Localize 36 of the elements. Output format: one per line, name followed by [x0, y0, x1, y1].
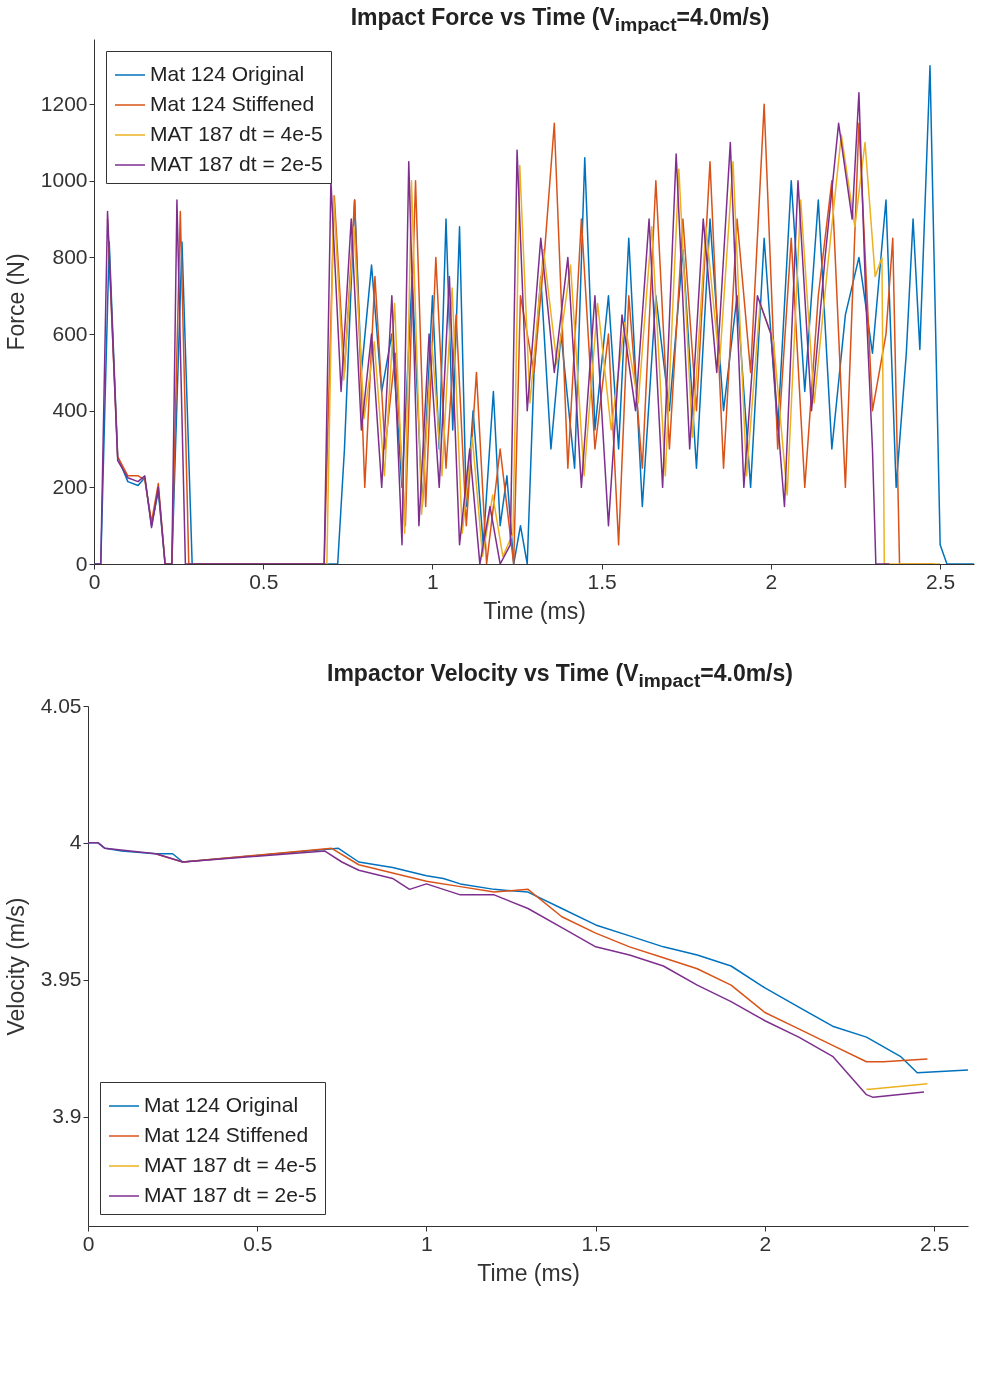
legend-label: Mat 124 Original [150, 62, 305, 85]
y-tick-label: 3.9 [52, 1104, 82, 1128]
y-axis-title: Force (N) [2, 253, 29, 351]
x-tick-label: 1 [427, 569, 439, 593]
x-axis-title: Time (ms) [477, 1259, 580, 1286]
x-tick-label: 2 [765, 569, 778, 593]
y-tick-label: 200 [52, 474, 88, 498]
x-tick-label: 1.5 [587, 569, 617, 593]
y-tick-label: 800 [52, 244, 88, 268]
legend-label: Mat 124 Stiffened [150, 92, 315, 115]
y-tick-label: 1000 [40, 168, 88, 192]
x-tick-label: 1 [421, 1231, 433, 1255]
legend-label: Mat 124 Stiffened [144, 1123, 309, 1146]
x-tick-label: 1.5 [581, 1231, 611, 1255]
line-series [326, 134, 941, 564]
y-tick-label: 400 [52, 398, 88, 422]
x-tick-label: 2 [759, 1231, 772, 1255]
y-axis-title: Velocity (m/s) [2, 897, 29, 1036]
y-tick-label: 4 [69, 830, 82, 854]
legend-label: MAT 187 dt = 2e-5 [144, 1183, 317, 1206]
legend-label: Mat 124 Original [144, 1093, 299, 1116]
x-tick-label: 2.5 [920, 1231, 950, 1255]
x-tick-label: 0.5 [249, 569, 279, 593]
y-tick-label: 3.95 [40, 967, 82, 991]
x-axis-title: Time (ms) [483, 597, 586, 624]
chart-title: Impact Force vs Time (V$_{impact}$=4.0m/s) [349, 3, 771, 35]
y-tick-label: 600 [52, 321, 88, 345]
x-tick-label: 2.5 [926, 569, 956, 593]
x-tick-label: 0.5 [243, 1231, 273, 1255]
legend-label: MAT 187 dt = 4e-5 [144, 1153, 317, 1176]
y-tick-label: 4.05 [40, 693, 82, 717]
y-tick-label: 1200 [40, 91, 88, 115]
y-tick-label: 0 [75, 551, 88, 575]
legend-label: MAT 187 dt = 2e-5 [150, 152, 323, 175]
legend-label: MAT 187 dt = 4e-5 [150, 122, 323, 145]
chart-title: Impactor Velocity vs Time (V$_{impact}$=4.0m/s) [326, 659, 794, 691]
